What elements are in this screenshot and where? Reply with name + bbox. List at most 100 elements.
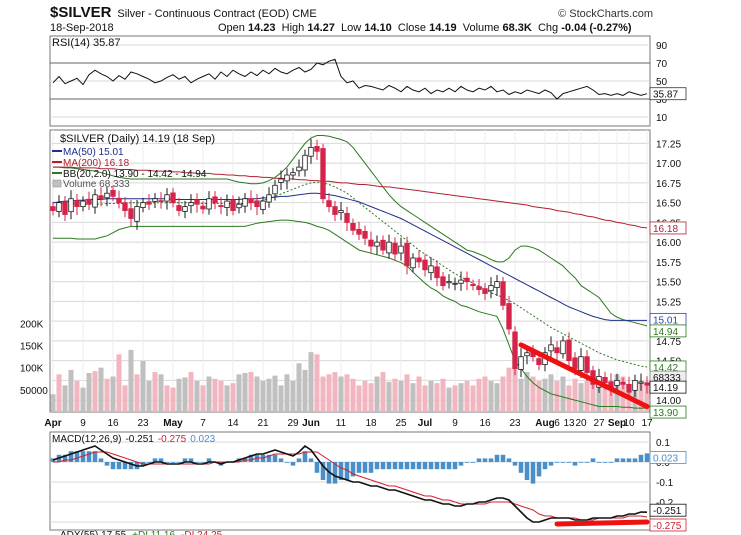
macd-histogram-bar bbox=[320, 462, 326, 480]
candle-body bbox=[416, 257, 422, 263]
macd-histogram-bar bbox=[524, 462, 530, 480]
macd-histogram-bar bbox=[110, 462, 116, 470]
x-axis-date-label: Apr bbox=[44, 418, 61, 429]
ma50-value-tag-text: 15.01 bbox=[653, 315, 678, 326]
macd-histogram-bar bbox=[92, 451, 98, 462]
volume-bar bbox=[338, 376, 344, 412]
macd-tick-label: -0.1 bbox=[656, 478, 674, 489]
candle-body bbox=[62, 201, 68, 215]
x-axis-date-label: 7 bbox=[200, 418, 206, 429]
macd-histogram-bar bbox=[116, 462, 122, 470]
volume-bar bbox=[104, 378, 110, 412]
bb-lower-value-tag-text: 13.90 bbox=[653, 408, 678, 419]
adx-legend-pdi: +DI 11.16 bbox=[132, 530, 175, 535]
volume-bar bbox=[206, 376, 212, 412]
candle-body bbox=[380, 239, 386, 251]
adx-legend-mdi: -DI 24.25 bbox=[181, 530, 223, 535]
candle-body bbox=[206, 198, 212, 210]
stockcharts-brand[interactable]: © StockCharts.com bbox=[558, 8, 653, 20]
candle-body bbox=[158, 200, 164, 203]
volume-bar bbox=[584, 380, 590, 412]
volume-bar bbox=[542, 378, 548, 412]
candle-body bbox=[344, 213, 350, 223]
volume-bar bbox=[374, 376, 380, 412]
volume-bar bbox=[458, 383, 464, 412]
candle-body bbox=[332, 206, 338, 215]
volume-bar bbox=[446, 387, 452, 412]
macd-signal-value-tag-box bbox=[649, 518, 687, 532]
candle-body bbox=[440, 276, 446, 287]
volume-bar bbox=[110, 376, 116, 412]
volume-bar bbox=[590, 376, 596, 412]
volume-bar bbox=[644, 381, 650, 412]
volume-bar bbox=[332, 372, 338, 412]
macd-histogram-bar bbox=[380, 462, 386, 470]
macd-histogram-bar bbox=[608, 462, 614, 463]
candle-body bbox=[182, 206, 188, 212]
macd-histogram-bar bbox=[284, 462, 290, 463]
macd-histogram-bar bbox=[98, 458, 104, 462]
macd-histogram-bar bbox=[332, 462, 338, 484]
price-tick-label: 17.00 bbox=[656, 159, 681, 170]
volume-bar bbox=[62, 385, 68, 412]
candle-body bbox=[230, 199, 236, 211]
volume-bar bbox=[452, 385, 458, 412]
volume-bar bbox=[260, 380, 266, 412]
candle-body bbox=[254, 200, 260, 208]
close-value-tag-text: 14.19 bbox=[653, 383, 678, 394]
volume-bar bbox=[314, 354, 320, 412]
bb-middle-value-tag-text: 14.42 bbox=[653, 363, 678, 374]
candle-body bbox=[644, 382, 650, 386]
candle-body bbox=[74, 200, 80, 208]
volume-bar bbox=[398, 380, 404, 412]
volume-bar bbox=[380, 372, 386, 412]
volume-bar bbox=[530, 376, 536, 412]
bb-upper-value-tag-box bbox=[649, 324, 687, 338]
candle-body bbox=[452, 282, 458, 285]
x-axis-date-label: May bbox=[163, 418, 183, 429]
volume-bar bbox=[464, 380, 470, 412]
macd-histogram-bar bbox=[554, 462, 560, 463]
candle-body bbox=[266, 194, 272, 203]
x-axis-date-label: 23 bbox=[509, 418, 521, 429]
macd-histogram-bar bbox=[188, 458, 194, 462]
candle-body bbox=[296, 166, 302, 172]
macd-histogram-bar bbox=[464, 462, 470, 463]
price-tick-label: 16.00 bbox=[656, 238, 681, 249]
x-axis-date-label: Jul bbox=[418, 418, 433, 429]
volume-legend: Volume 68,333 bbox=[63, 179, 130, 190]
price-tick-label: 16.50 bbox=[656, 199, 681, 210]
candle-body bbox=[176, 205, 182, 211]
macd-histogram-bar bbox=[422, 462, 428, 470]
candle-body bbox=[410, 257, 416, 269]
candle-body bbox=[356, 228, 362, 235]
candle-body bbox=[500, 281, 506, 306]
x-axis-date-label: 20 bbox=[575, 418, 587, 429]
bb-lower-value-tag: 13.90 bbox=[649, 405, 687, 419]
macd-histogram-bar bbox=[344, 462, 350, 480]
volume-bar bbox=[50, 394, 56, 412]
candle-body bbox=[116, 197, 122, 204]
macd-histogram-bar bbox=[74, 451, 80, 462]
candle-body bbox=[422, 259, 428, 271]
price-tick-label: 14.00 bbox=[656, 396, 681, 407]
volume-bar bbox=[296, 363, 302, 412]
bollinger-lower-line bbox=[53, 219, 647, 409]
close-value-tag: 14.19 bbox=[649, 380, 687, 394]
volume-bar bbox=[266, 378, 272, 412]
candle-body bbox=[188, 202, 194, 207]
candle-body bbox=[320, 148, 326, 200]
volume-bar bbox=[548, 374, 554, 412]
macd-histogram-bar bbox=[68, 451, 74, 462]
macd-value-tag: -0.251 bbox=[649, 503, 687, 517]
close-label: Close bbox=[397, 22, 427, 34]
close-value: 14.19 bbox=[429, 22, 457, 34]
symbol-title: $SILVER bbox=[50, 4, 112, 21]
volume-bar bbox=[470, 385, 476, 412]
volume-bar bbox=[272, 375, 278, 412]
macd-histogram-bar bbox=[62, 454, 68, 462]
volume-bar bbox=[86, 372, 92, 412]
macd-histogram-bar bbox=[494, 454, 500, 462]
macd-tick-label: 0.1 bbox=[656, 438, 670, 449]
candle-body bbox=[446, 281, 452, 284]
